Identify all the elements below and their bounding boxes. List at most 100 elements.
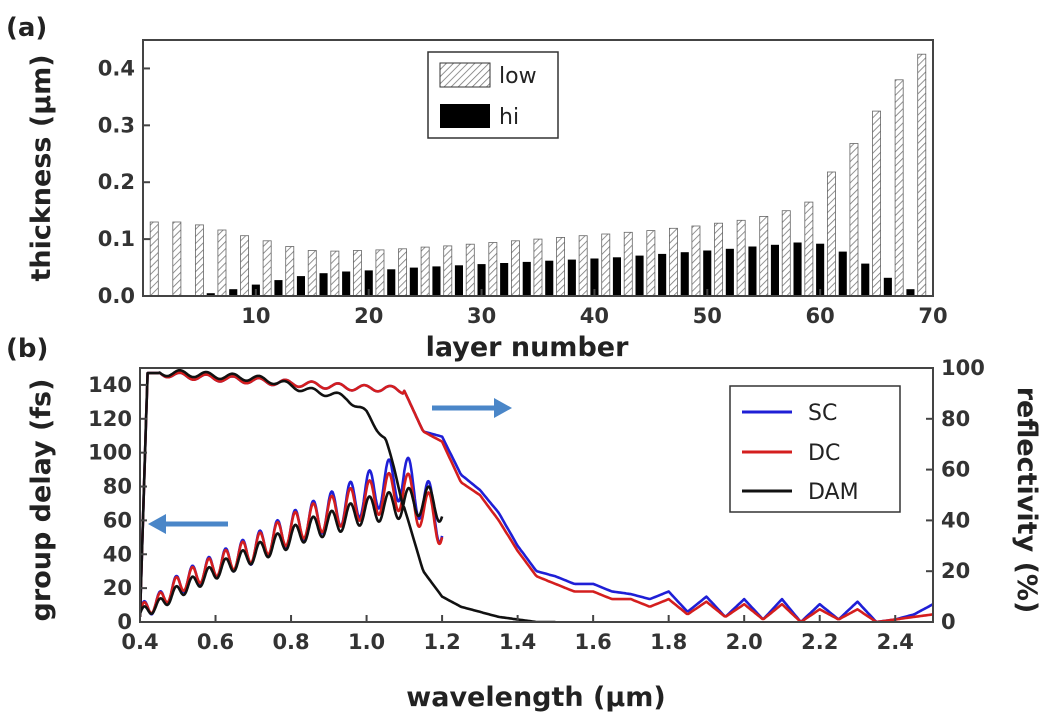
bar-low — [669, 227, 678, 297]
bar-hi — [409, 267, 418, 296]
legend-label-hi: hi — [499, 105, 519, 130]
bar-low — [917, 53, 927, 297]
panel-a-x-axis-label: layer number — [426, 332, 629, 363]
arrow-right-reflectivity-icon — [432, 398, 512, 418]
bar-hi — [658, 253, 667, 296]
x-tick-label: 1.0 — [348, 630, 385, 654]
bar-low — [443, 245, 453, 297]
x-tick-label: 50 — [693, 304, 722, 328]
panel-b-x-axis-label: wavelength (µm) — [406, 682, 665, 713]
bar-hi — [838, 251, 847, 296]
y-tick-label: 60 — [103, 508, 132, 532]
bar-hi — [567, 259, 576, 296]
y-tick-label: 140 — [88, 373, 132, 397]
y-tick-label: 0.2 — [98, 170, 135, 194]
x-tick-label: 2.4 — [877, 630, 914, 654]
bar-hi — [545, 260, 554, 296]
panel-a-frame — [142, 39, 934, 297]
bar-low — [465, 243, 475, 297]
bar-hi — [725, 248, 734, 296]
bar-low — [149, 221, 159, 297]
bar-low — [646, 230, 656, 297]
y-right-tick-label: 40 — [941, 508, 970, 532]
bar-hi — [206, 293, 215, 296]
bar-low — [691, 225, 701, 297]
bar-hi — [635, 255, 644, 296]
y-right-tick-label: 20 — [941, 559, 970, 583]
x-tick-label: 0.4 — [121, 630, 158, 654]
bar-low — [375, 249, 385, 297]
bar-low — [398, 248, 408, 297]
x-tick-label: 1.8 — [650, 630, 687, 654]
bar-hi — [274, 280, 283, 296]
panel-b-chart: (b) 0.4 0.6 0.8 1.0 1.2 1.4 1.6 1.8 2.0 2.2 2.4 0 20… — [6, 334, 1039, 713]
panel-a-legend: low hi — [427, 51, 559, 139]
bar-low — [872, 110, 882, 297]
bar-hi — [454, 265, 463, 296]
y-tick-label: 0.3 — [98, 113, 135, 137]
bar-low — [533, 238, 543, 297]
bar-hi — [387, 269, 396, 296]
x-tick-label: 20 — [354, 304, 383, 328]
bar-hi — [748, 246, 757, 296]
bar-low — [285, 246, 295, 297]
bar-hi — [816, 243, 825, 296]
y-tick-label: 0.0 — [98, 284, 135, 308]
bar-low — [623, 231, 633, 297]
bar-hi — [703, 250, 712, 296]
reflectivity-line-dam — [140, 368, 556, 622]
panel-b-ticks: 0.4 0.6 0.8 1.0 1.2 1.4 1.6 1.8 2.0 2.2 2.4 0 20 40 60… — [88, 356, 985, 654]
bar-low — [420, 246, 430, 297]
x-tick-label: 1.4 — [499, 630, 536, 654]
bar-hi — [906, 289, 915, 296]
bar-low — [894, 79, 904, 297]
x-tick-label: 10 — [241, 304, 270, 328]
bar-hi — [612, 257, 621, 296]
y-tick-label: 20 — [103, 576, 132, 600]
bar-hi — [500, 263, 509, 296]
panel-a-label: (a) — [6, 13, 47, 43]
bar-low — [510, 240, 520, 297]
legend-swatch-hi — [440, 104, 490, 128]
bar-hi — [680, 252, 689, 296]
panel-a-chart: (a) 10 20 30 40 50 60 70 0.0 0.1 0.2 0.3 0.4 layer … — [6, 13, 948, 363]
bar-low — [240, 235, 250, 297]
bar-hi — [883, 277, 892, 296]
panel-a-bars — [149, 53, 927, 297]
bar-low — [781, 210, 791, 297]
y-tick-label: 120 — [88, 407, 132, 431]
panel-b-frame — [139, 367, 934, 623]
x-tick-label: 70 — [918, 304, 947, 328]
panel-a-y-axis-label: thickness (µm) — [26, 54, 57, 281]
bar-hi — [770, 244, 779, 296]
legend-label-low: low — [499, 64, 537, 89]
bar-hi — [590, 258, 599, 296]
bar-low — [759, 215, 769, 297]
bar-hi — [296, 276, 305, 296]
y-tick-label: 80 — [103, 475, 132, 499]
legend-label-sc: SC — [808, 401, 837, 426]
bar-hi — [364, 270, 373, 296]
bar-hi — [432, 266, 441, 296]
panel-b-right-axis-label: reflectivity (%) — [1011, 387, 1039, 614]
bar-low — [194, 224, 204, 297]
y-tick-label: 0 — [117, 610, 132, 634]
x-tick-label: 30 — [467, 304, 496, 328]
y-tick-label: 0.1 — [98, 227, 135, 251]
panel-b-legend: SC DC DAM — [729, 385, 901, 513]
y-tick-label: 100 — [88, 441, 132, 465]
legend-swatch-low — [439, 62, 491, 88]
arrow-left-group-delay-icon — [148, 514, 228, 534]
bar-low — [601, 233, 611, 297]
x-tick-label: 0.6 — [197, 630, 234, 654]
bar-low — [352, 250, 362, 297]
bar-hi — [342, 271, 351, 296]
x-tick-label: 2.0 — [726, 630, 763, 654]
bar-low — [262, 240, 272, 297]
y-tick-label: 40 — [103, 542, 132, 566]
x-tick-label: 1.6 — [575, 630, 612, 654]
bar-hi — [229, 289, 238, 296]
bar-low — [307, 250, 317, 297]
bar-hi — [522, 261, 531, 296]
